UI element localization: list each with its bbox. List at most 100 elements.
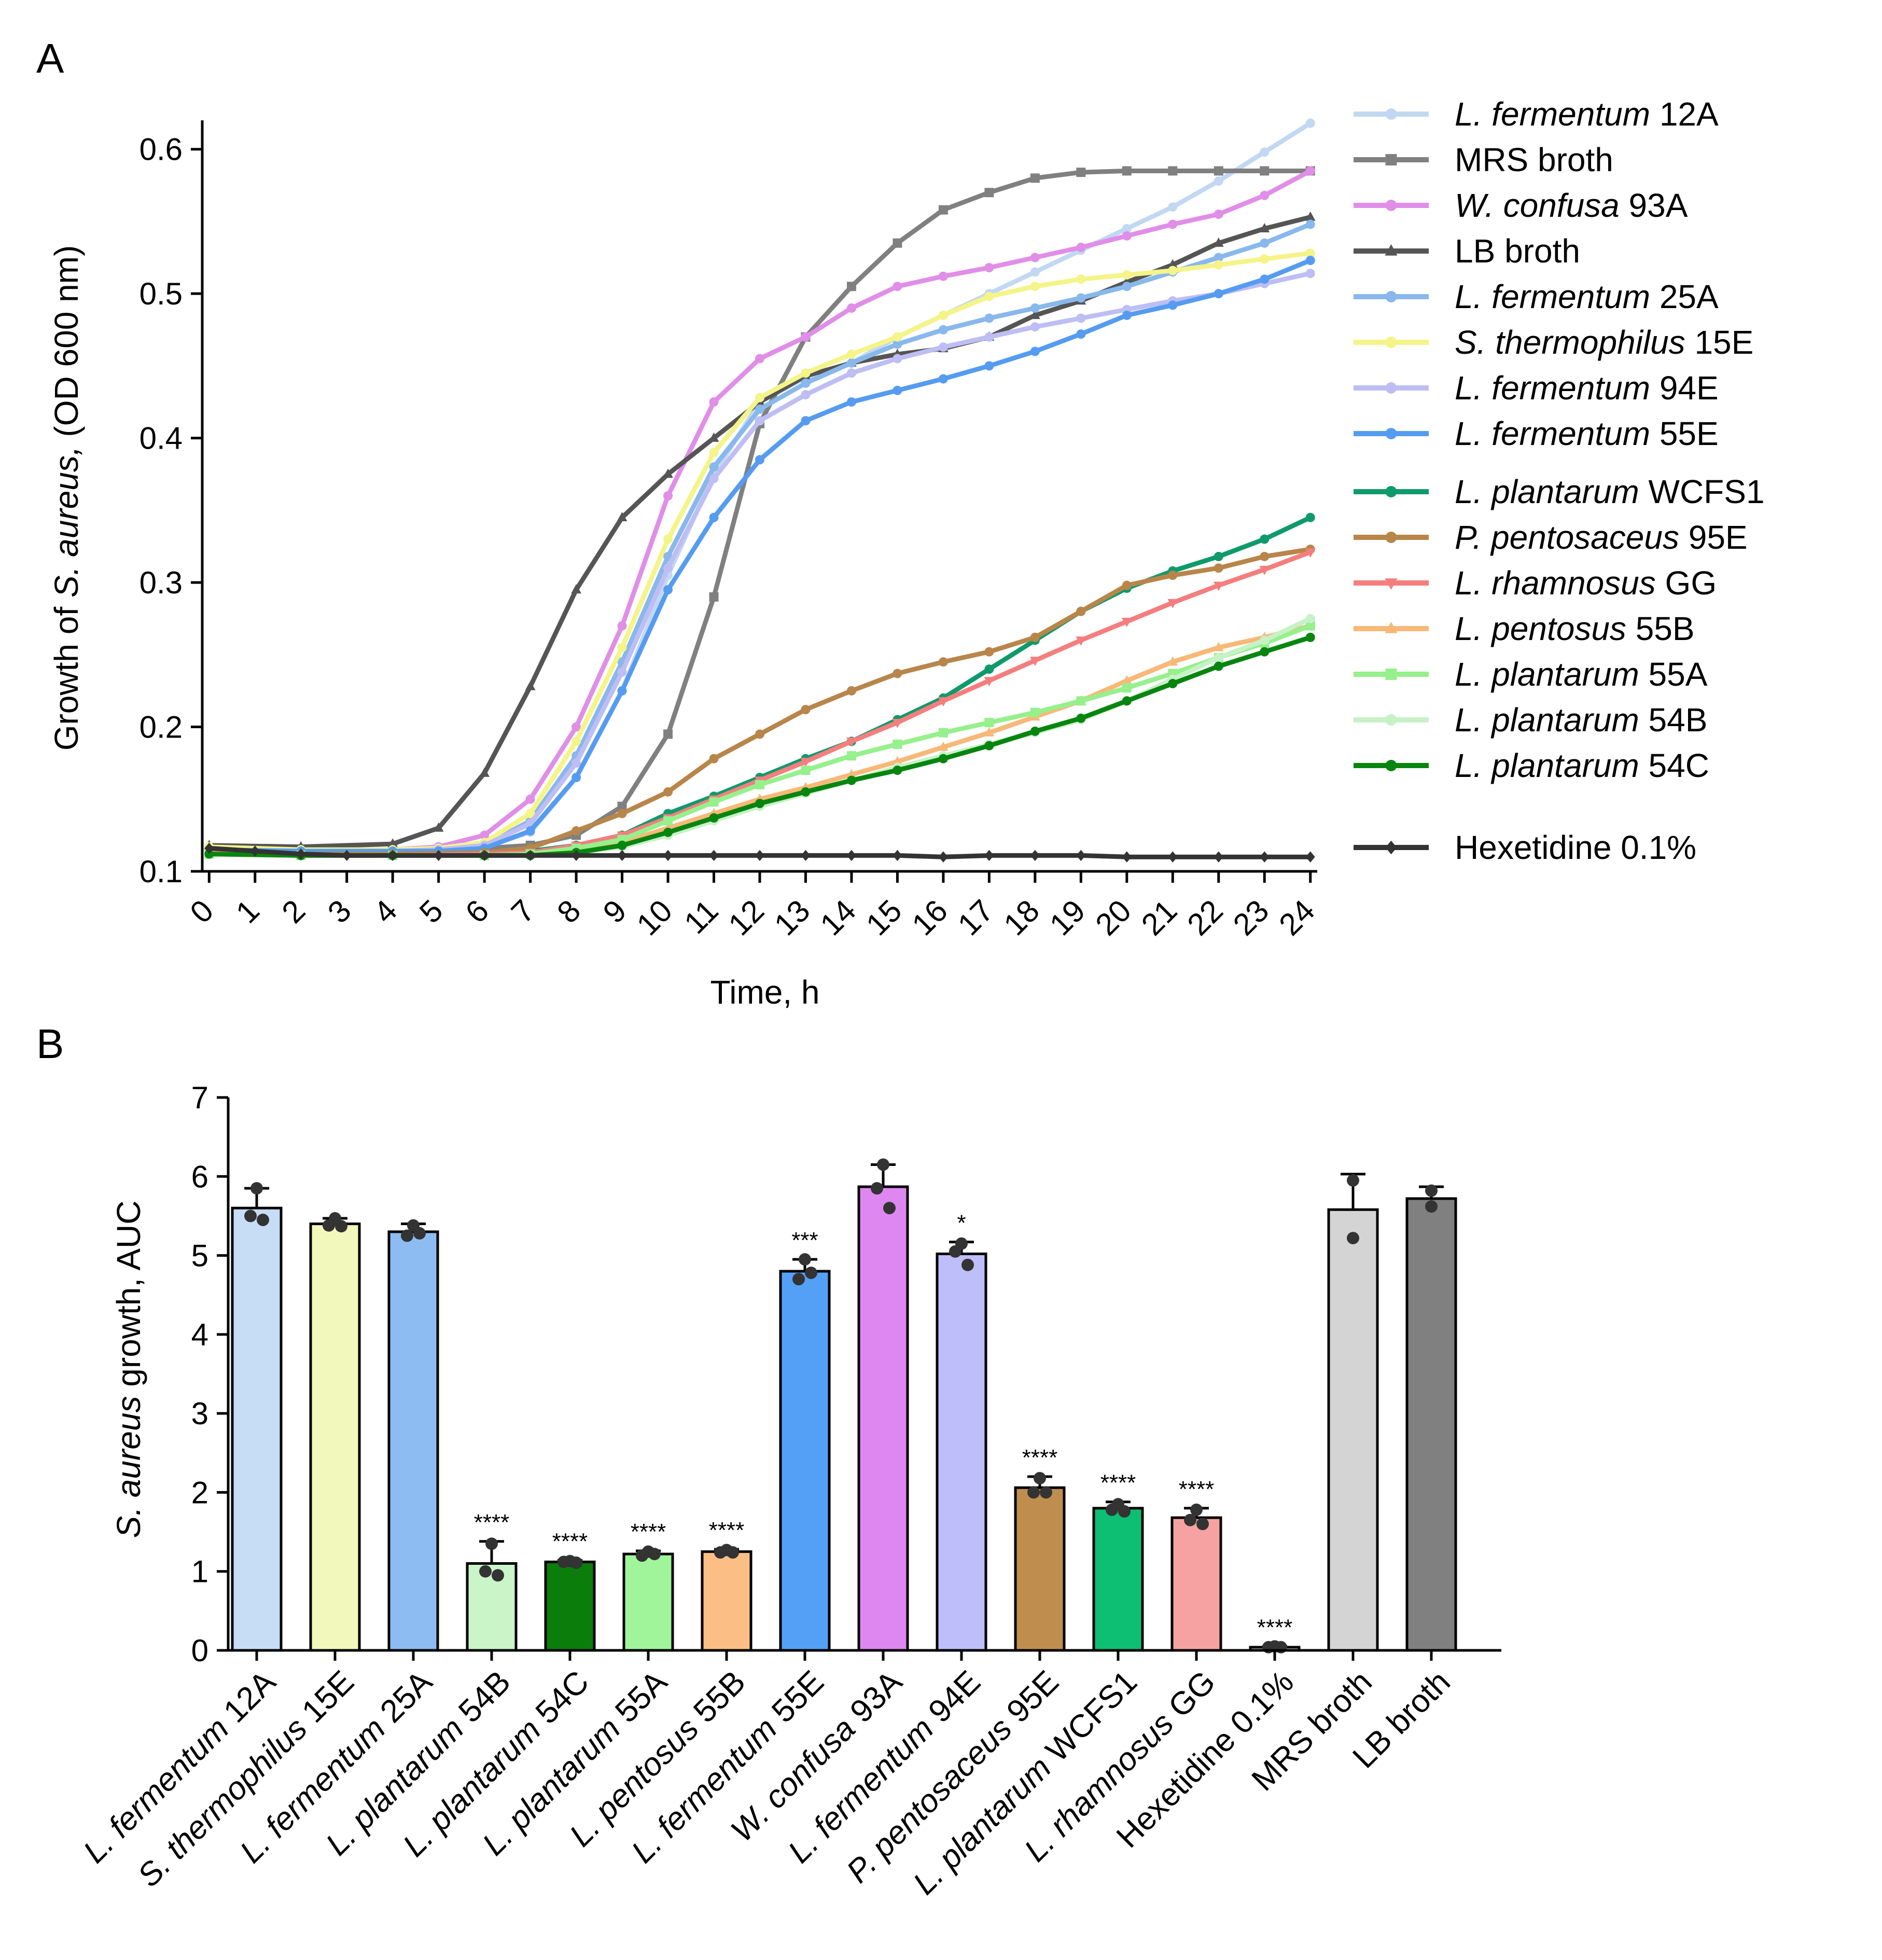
auc-replicate-point <box>871 1182 883 1195</box>
growth-data-point <box>571 773 581 782</box>
growth-data-point <box>1214 289 1223 299</box>
growth-data-point <box>709 462 719 472</box>
growth-data-point <box>938 325 948 335</box>
auc-significance-label: * <box>957 1211 966 1236</box>
growth-data-point <box>1305 548 1316 558</box>
growth-data-point <box>1214 166 1223 176</box>
growth-data-point <box>801 787 811 797</box>
growth-data-point <box>571 850 581 861</box>
growth-data-point <box>1305 621 1315 631</box>
growth-x-tick-label: 5 <box>413 893 450 930</box>
growth-data-point <box>755 455 764 465</box>
growth-data-point <box>571 758 581 768</box>
auc-significance-label: **** <box>1257 1615 1293 1640</box>
legend-marker <box>1385 578 1398 590</box>
growth-data-point <box>801 378 811 388</box>
auc-bar-group <box>387 1219 439 1652</box>
legend-marker <box>1385 154 1397 165</box>
auc-bar-group: **** <box>1092 1470 1144 1652</box>
growth-data-point <box>1305 512 1315 522</box>
growth-data-point <box>617 686 627 696</box>
growth-series-line <box>206 169 1313 852</box>
growth-data-point <box>846 751 856 761</box>
growth-data-point <box>1029 310 1040 319</box>
auc-significance-label: **** <box>709 1518 745 1543</box>
growth-data-point <box>1076 168 1086 177</box>
growth-data-point <box>1122 282 1132 291</box>
growth-data-point <box>755 850 764 861</box>
growth-data-point <box>709 592 719 602</box>
growth-data-point <box>893 739 902 749</box>
auc-y-tick-label: 2 <box>191 1475 208 1510</box>
auc-replicate-point <box>805 1267 817 1280</box>
auc-bar-group: **** <box>1170 1477 1222 1652</box>
growth-data-point <box>1214 551 1223 561</box>
growth-data-point <box>1168 300 1178 310</box>
panel-a-label: A <box>36 35 64 81</box>
growth-data-point <box>938 342 948 352</box>
growth-data-point <box>984 718 994 728</box>
growth-data-point <box>846 397 856 407</box>
growth-data-point <box>1259 223 1270 233</box>
auc-bar-group: **** <box>1249 1615 1301 1653</box>
auc-bar-group: * <box>936 1211 987 1652</box>
growth-data-point <box>1030 173 1040 183</box>
growth-data-point <box>1076 313 1086 323</box>
growth-data-point <box>1305 166 1315 176</box>
growth-curve-chart: 0.10.20.30.40.50.60 1 2 3 4 5 6 7 8 9101112131415… <box>48 95 1765 1011</box>
growth-data-point <box>1076 696 1086 706</box>
growth-series <box>204 248 1315 855</box>
auc-replicate-point <box>401 1229 413 1242</box>
auc-replicate-point <box>961 1258 974 1271</box>
legend-label: L. fermentum 94E <box>1455 369 1719 407</box>
auc-significance-label: **** <box>1022 1445 1058 1470</box>
growth-data-point <box>801 368 811 378</box>
growth-data-point <box>1214 210 1223 219</box>
auc-bar-group: **** <box>1014 1445 1066 1652</box>
growth-data-point <box>984 647 994 657</box>
auc-bar <box>1014 1486 1066 1652</box>
auc-bar <box>544 1560 596 1652</box>
growth-data-point <box>1030 282 1040 291</box>
growth-data-point <box>1213 581 1224 591</box>
growth-data-point <box>663 787 673 797</box>
growth-data-point <box>892 756 903 766</box>
growth-data-point <box>755 393 764 402</box>
growth-data-point <box>801 332 811 342</box>
growth-data-point <box>1122 851 1132 863</box>
growth-series-line <box>206 635 1313 858</box>
auc-bar <box>1092 1507 1144 1652</box>
auc-axes: 0 1 2 3 4 5 6 7 <box>191 1080 1501 1668</box>
growth-series <box>204 621 1315 860</box>
auc-bar <box>936 1253 987 1652</box>
growth-series-line <box>206 258 1313 854</box>
growth-data-point <box>1167 656 1178 666</box>
auc-replicate-point <box>714 1546 727 1559</box>
auc-replicate-point <box>727 1546 739 1559</box>
legend-marker <box>1385 244 1398 256</box>
growth-data-point <box>938 697 949 707</box>
growth-data-point <box>984 263 994 273</box>
auc-significance-label: **** <box>552 1528 588 1554</box>
growth-data-point <box>1213 642 1224 651</box>
growth-data-point <box>755 416 764 426</box>
legend-marker <box>1385 669 1397 680</box>
growth-data-point <box>846 368 856 378</box>
auc-y-axis-title: S. aureus growth, AUC <box>110 1201 147 1538</box>
growth-data-point <box>1260 190 1270 200</box>
growth-data-point <box>755 729 764 739</box>
growth-x-tick-label: 19 <box>1043 893 1092 942</box>
growth-data-point <box>663 491 673 501</box>
growth-data-point <box>387 838 398 848</box>
auc-replicate-point <box>792 1273 805 1286</box>
auc-bar <box>701 1550 752 1652</box>
growth-data-point <box>938 374 948 384</box>
growth-data-point <box>479 767 490 777</box>
growth-data-point <box>709 474 719 483</box>
growth-x-tick-label: 18 <box>997 893 1046 942</box>
auc-significance-label: *** <box>791 1228 818 1253</box>
growth-data-point <box>204 849 214 859</box>
auc-replicate-point <box>1040 1486 1052 1499</box>
auc-bar-group <box>857 1158 909 1652</box>
legend-label: L. plantarum 54B <box>1455 701 1707 739</box>
